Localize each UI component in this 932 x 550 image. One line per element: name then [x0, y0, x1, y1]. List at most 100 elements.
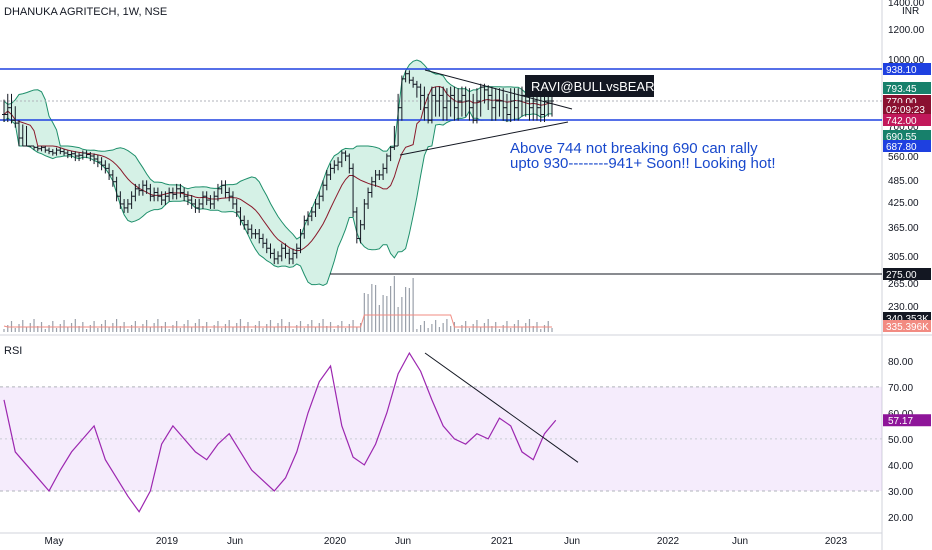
price-tag — [883, 103, 931, 116]
volume-bar — [33, 319, 35, 332]
volume-bar — [450, 326, 452, 332]
volume-bar — [269, 320, 272, 332]
volume-bar — [457, 329, 459, 332]
volume-bar — [183, 324, 185, 332]
price-tag — [883, 114, 931, 126]
volume-bar — [179, 328, 182, 332]
rsi-tick-label: 20.00 — [888, 513, 913, 524]
volume-bar — [14, 328, 16, 332]
time-tick-label: Jun — [732, 536, 748, 547]
volume-bar — [161, 326, 163, 332]
volume-bar — [314, 327, 317, 332]
bollinger-upper — [3, 59, 552, 240]
volume-bar — [446, 319, 448, 332]
volume-bar — [131, 325, 133, 332]
volume-bar — [528, 319, 531, 332]
volume-bar — [390, 286, 392, 332]
volume-bar — [3, 329, 5, 332]
volume-bar — [157, 319, 159, 332]
volume-bar — [243, 326, 245, 332]
volume-bar — [100, 324, 103, 332]
volume-bar — [44, 329, 46, 332]
annotation-line-2: upto 930--------941+ Soon!! Looking hot! — [510, 155, 776, 172]
price-tag-label: 687.80 — [886, 142, 917, 153]
price-tick-label: 1400.00 — [888, 0, 925, 9]
volume-bar — [431, 324, 433, 332]
volume-bar — [510, 328, 512, 332]
time-tick-label: Jun — [564, 536, 580, 547]
time-tick-label: 2020 — [324, 536, 347, 547]
watermark-text: RAVI@BULLvsBEARS — [531, 79, 663, 94]
time-tick-label: 2021 — [491, 536, 514, 547]
time-tick-label: 2022 — [657, 536, 680, 547]
price-tick-label: 425.00 — [888, 198, 919, 209]
volume-bar — [119, 326, 121, 332]
volume-bar — [78, 326, 80, 332]
volume-bar — [427, 328, 429, 332]
volume-bar — [213, 325, 215, 332]
rsi-title: RSI — [4, 345, 22, 357]
volume-bar — [296, 325, 298, 332]
chart-title: DHANUKA AGRITECH, 1W, NSE — [4, 6, 167, 18]
volume-bar — [251, 329, 253, 332]
rsi-tick-label: 80.00 — [888, 357, 913, 368]
volume-bar — [221, 328, 223, 332]
volume-bar — [55, 328, 58, 332]
volume-bar — [532, 326, 534, 332]
bollinger-band — [4, 60, 552, 286]
time-tick-label: 2019 — [156, 536, 179, 547]
volume-bar — [37, 326, 39, 332]
rsi-tick-label: 40.00 — [888, 461, 913, 472]
price-tag — [883, 320, 931, 332]
price-tag-label: 340.353K — [886, 314, 929, 325]
volume-bar — [85, 329, 88, 332]
bollinger-lower — [3, 110, 552, 287]
price-tag — [883, 268, 931, 280]
volume-bar — [487, 319, 489, 332]
time-tick-label: May — [45, 536, 64, 547]
annotation-line-1: Above 744 not breaking 690 can rally — [510, 140, 758, 157]
volume-bar — [266, 324, 268, 332]
volume-bar — [382, 295, 384, 332]
price-tag — [883, 130, 931, 142]
volume-bar — [344, 328, 347, 332]
volume-bar — [22, 320, 24, 332]
price-tag-label: 335.396K — [886, 322, 929, 333]
volume-bar — [307, 324, 309, 332]
volume-bar — [513, 324, 516, 332]
trendline-lower — [399, 121, 569, 156]
rsi-current-tag — [883, 414, 931, 427]
volume-bar — [262, 328, 264, 332]
volume-bar — [468, 328, 471, 332]
volume-bar — [517, 320, 519, 332]
volume-bar — [303, 328, 305, 332]
volume-bar — [292, 329, 294, 332]
rsi-tick-label: 70.00 — [888, 383, 913, 394]
price-tag — [883, 140, 931, 152]
volume-bar — [48, 325, 50, 332]
trendline-upper — [424, 69, 573, 110]
price-tick-label: 305.00 — [888, 252, 919, 263]
rsi-current-label: 57.17 — [888, 416, 913, 427]
volume-bar — [254, 325, 257, 332]
volume-bar — [397, 307, 399, 332]
price-tag-label: 770.00 — [886, 97, 917, 108]
volume-bar — [228, 320, 230, 332]
price-tag-label: 690.55 — [886, 132, 917, 143]
volume-bar — [97, 328, 99, 332]
volume-bar — [224, 324, 227, 332]
volume-bar — [239, 319, 242, 332]
volume-bar — [420, 325, 422, 332]
bollinger-basis — [3, 86, 552, 252]
volume-bar — [480, 327, 482, 332]
volume-bar — [326, 326, 328, 332]
volume-bar — [198, 319, 200, 332]
volume-bar — [378, 305, 380, 332]
volume-bar — [322, 319, 324, 332]
volume-bar — [273, 327, 275, 332]
volume-bar — [416, 329, 418, 332]
volume-bar — [311, 320, 313, 332]
volume-bar — [89, 325, 91, 332]
price-tick-label: 1200.00 — [888, 25, 925, 36]
